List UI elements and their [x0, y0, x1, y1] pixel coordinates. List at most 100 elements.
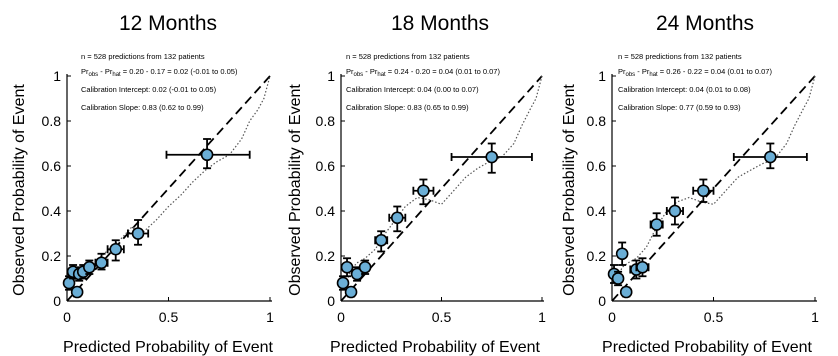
calibration-point: [668, 204, 682, 218]
calibration-point: [200, 148, 214, 162]
pr-difference-annotation: Probs - Prhat = 0.26 - 0.22 = 0.04 (0.01…: [618, 67, 772, 78]
calibration-point-group: [165, 138, 251, 170]
x-tick-label: 0: [608, 309, 616, 325]
calibration-intercept-annotation: Calibration Intercept: 0.02 (-0.01 to 0.…: [81, 85, 217, 94]
calibration-slope-annotation: Calibration Slope: 0.77 (0.59 to 0.93): [618, 103, 741, 112]
x-tick-label: 1: [811, 309, 819, 325]
pr-difference-annotation: Probs - Prhat = 0.20 - 0.17 = 0.02 (-0.0…: [81, 67, 238, 78]
x-axis-label: Predicted Probability of Event: [602, 339, 812, 356]
calibration-point-group: [611, 270, 625, 287]
calibration-point: [485, 150, 499, 164]
y-tick-label: 1: [327, 68, 335, 84]
y-tick-label: 0.4: [587, 203, 607, 219]
calibration-slope-annotation: Calibration Slope: 0.83 (0.65 to 0.99): [346, 103, 469, 112]
calibration-point-group: [388, 205, 407, 233]
calibration-point-group: [83, 259, 96, 275]
panel-18-months: 18 Months Predicted Probability of Event…: [287, 12, 546, 356]
n-annotation: n = 528 predictions from 132 patients: [618, 52, 742, 61]
calibration-point: [374, 233, 388, 247]
x-tick-label: 0.5: [159, 309, 179, 325]
calibration-point-group: [340, 257, 354, 278]
calibration-point: [417, 184, 430, 198]
calibration-point: [697, 184, 710, 198]
calibration-point: [70, 285, 84, 299]
panel-12-months: 12 Months Predicted Probability of Event…: [11, 12, 274, 356]
y-tick-label: 0: [327, 293, 335, 309]
y-axis-label: Observed Probability of Event: [11, 84, 28, 296]
calibration-point: [336, 276, 350, 290]
x-tick-label: 0.5: [432, 309, 452, 325]
y-axis-label: Observed Probability of Event: [561, 84, 578, 296]
x-tick-label: 0: [337, 309, 345, 325]
panel-24-months: 24 Months Predicted Probability of Event…: [561, 12, 819, 356]
calibration-point-group: [732, 142, 808, 170]
calibration-point-group: [450, 142, 533, 174]
chart-title: 24 Months: [656, 12, 754, 35]
plot-area: 0 0.2 0.4 0.6 0.8 1 0 0.5 1: [316, 68, 547, 325]
smoothed-calibration-curve: [70, 75, 271, 291]
calibration-point: [650, 218, 663, 231]
calibration-point: [619, 285, 633, 299]
ideal-calibration-line: [340, 75, 543, 302]
x-axis-label: Predicted Probability of Event: [63, 339, 273, 356]
x-tick-label: 0: [63, 309, 71, 325]
y-tick-label: 0.8: [316, 113, 336, 129]
calibration-point: [109, 242, 123, 256]
y-tick-label: 0.4: [316, 203, 336, 219]
calibration-point-group: [106, 239, 125, 262]
calibration-point: [131, 227, 145, 240]
calibration-point-group: [619, 285, 633, 299]
x-tick-label: 1: [266, 309, 274, 325]
y-tick-label: 0.8: [587, 113, 607, 129]
calibration-point-group: [127, 219, 150, 246]
calibration-point-group: [358, 259, 372, 275]
calibration-point-group: [374, 230, 389, 253]
y-tick-label: 1: [598, 68, 606, 84]
calibration-point: [340, 260, 354, 274]
y-tick-label: 0.6: [587, 158, 607, 174]
calibration-point-group: [336, 275, 350, 291]
calibration-point: [62, 276, 76, 290]
y-tick-label: 0.2: [42, 248, 62, 264]
calibration-point: [615, 247, 629, 261]
calibration-point: [344, 285, 358, 299]
y-tick-label: 1: [53, 68, 61, 84]
calibration-point: [636, 260, 649, 274]
calibration-point: [83, 260, 96, 274]
calibration-point-group: [692, 178, 715, 203]
calibration-point-group: [649, 212, 664, 237]
calibration-point-group: [94, 252, 109, 271]
n-annotation: n = 528 predictions from 132 patients: [81, 52, 205, 61]
y-tick-label: 0.2: [316, 248, 336, 264]
calibration-point-group: [344, 285, 358, 299]
y-axis-label: Observed Probability of Event: [287, 84, 304, 296]
calibration-point: [611, 272, 625, 285]
calibration-point: [358, 260, 372, 274]
plot-area: 0 0.2 0.4 0.6 0.8 1 0 0.5 1: [42, 68, 275, 325]
n-annotation: n = 528 predictions from 132 patients: [346, 52, 470, 61]
y-tick-label: 0.8: [42, 113, 62, 129]
chart-title: 12 Months: [119, 12, 217, 35]
calibration-slope-annotation: Calibration Slope: 0.83 (0.62 to 0.99): [81, 103, 204, 112]
smoothed-calibration-curve: [344, 75, 543, 288]
calibration-intercept-annotation: Calibration Intercept: 0.04 (0.00 to 0.0…: [346, 85, 479, 94]
calibration-point-group: [665, 196, 684, 226]
calibration-point-group: [615, 241, 629, 266]
calibration-point: [95, 256, 108, 270]
calibration-point-group: [412, 178, 435, 206]
plot-area: 0 0.2 0.4 0.6 0.8 1 0 0.5 1: [587, 68, 820, 325]
pr-difference-annotation: Probs - Prhat = 0.24 - 0.20 = 0.04 (0.01…: [346, 67, 500, 78]
smoothed-calibration-curve: [615, 75, 816, 284]
y-tick-label: 0: [53, 293, 61, 309]
x-axis-label: Predicted Probability of Event: [330, 339, 540, 356]
y-tick-label: 0.6: [316, 158, 336, 174]
calibration-point: [764, 150, 777, 164]
y-tick-label: 0.4: [42, 203, 62, 219]
x-tick-label: 0.5: [704, 309, 724, 325]
calibration-point-group: [635, 257, 650, 278]
calibration-intercept-annotation: Calibration Intercept: 0.04 (0.01 to 0.0…: [618, 85, 751, 94]
chart-title: 18 Months: [391, 12, 489, 35]
y-tick-label: 0.2: [587, 248, 607, 264]
x-tick-label: 1: [538, 309, 546, 325]
